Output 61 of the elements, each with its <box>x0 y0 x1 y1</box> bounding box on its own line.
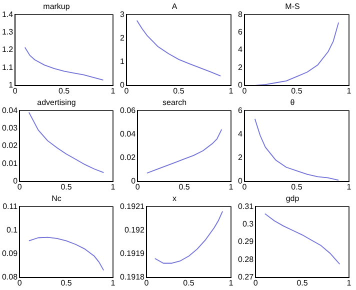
y-tick-label: 0.27 <box>238 272 254 282</box>
y-tick-label: 2 <box>238 62 243 72</box>
y-tick-label: 1.4 <box>2 10 14 19</box>
chart-title: search <box>162 98 187 108</box>
x-tick-label: 0.5 <box>291 182 303 192</box>
y-tick-label: 0.09 <box>2 249 18 258</box>
x-tick-label: 1 <box>228 86 234 96</box>
x-tick-label: 1 <box>346 86 352 96</box>
y-tick-label: 0.3 <box>242 220 254 229</box>
y-tick-label: 1 <box>120 57 125 66</box>
chart-title: gdp <box>286 194 300 204</box>
x-tick-label: 1 <box>110 182 116 192</box>
y-tick-label: 4 <box>238 45 243 54</box>
y-tick-label: 0.02 <box>2 141 18 150</box>
x-tick-label: 0.5 <box>183 278 195 288</box>
y-tick-label: 0.1 <box>6 225 18 234</box>
x-tick-label: 0.5 <box>60 182 72 192</box>
x-tick-label: 0.5 <box>60 278 72 288</box>
x-tick-label: 0.5 <box>173 86 185 96</box>
x-tick-label: 0.5 <box>291 86 303 96</box>
y-tick-label: 0.192 <box>124 225 146 234</box>
y-tick-label: 0.02 <box>120 153 136 162</box>
y-tick-label: 1.3 <box>2 28 14 37</box>
y-tick-label: 0.1918 <box>120 272 146 282</box>
y-tick-label: 2 <box>120 33 125 42</box>
x-tick-label: 1 <box>110 86 116 96</box>
y-tick-label: 0.06 <box>120 106 136 115</box>
y-tick-label: 8 <box>238 10 243 19</box>
x-tick-label: 1 <box>228 278 234 288</box>
y-tick-label: 0.28 <box>238 254 254 264</box>
x-tick-label: 0.5 <box>178 182 190 192</box>
y-tick-label: 0.1919 <box>120 249 146 258</box>
x-tick-label: 1 <box>346 182 352 192</box>
y-tick-label: 0.29 <box>238 237 254 246</box>
y-tick-label: 3 <box>120 10 125 19</box>
y-tick-label: 0.31 <box>238 202 254 211</box>
chart-title: x <box>172 194 176 204</box>
y-tick-label: 0.03 <box>2 124 18 133</box>
x-tick-label: 1 <box>110 278 116 288</box>
y-tick-label: 0.1921 <box>120 202 146 211</box>
y-tick-label: 6 <box>238 106 243 115</box>
chart-title: θ <box>290 98 296 108</box>
y-tick-label: 1.2 <box>2 45 14 54</box>
y-tick-label: 0.04 <box>2 106 18 115</box>
y-tick-label: 0.01 <box>2 158 18 168</box>
x-tick-label: 1 <box>346 278 352 288</box>
x-tick-label: 0.5 <box>296 278 308 288</box>
y-tick-label: 1.1 <box>2 62 14 72</box>
y-tick-label: 6 <box>238 28 243 37</box>
chart-title: M-S <box>285 2 300 12</box>
y-tick-label: 0.04 <box>120 129 136 138</box>
y-tick-label: 4 <box>238 129 243 138</box>
chart-title: A <box>172 2 178 12</box>
chart-title: markup <box>43 2 70 12</box>
y-tick-label: 2 <box>238 153 243 162</box>
chart-title: advertising <box>37 98 76 108</box>
x-tick-label: 0.5 <box>58 86 70 96</box>
x-tick-label: 1 <box>228 182 234 192</box>
y-tick-label: 0.11 <box>2 202 18 211</box>
chart-title: Nc <box>52 194 62 204</box>
y-tick-label: 0.08 <box>2 272 18 282</box>
